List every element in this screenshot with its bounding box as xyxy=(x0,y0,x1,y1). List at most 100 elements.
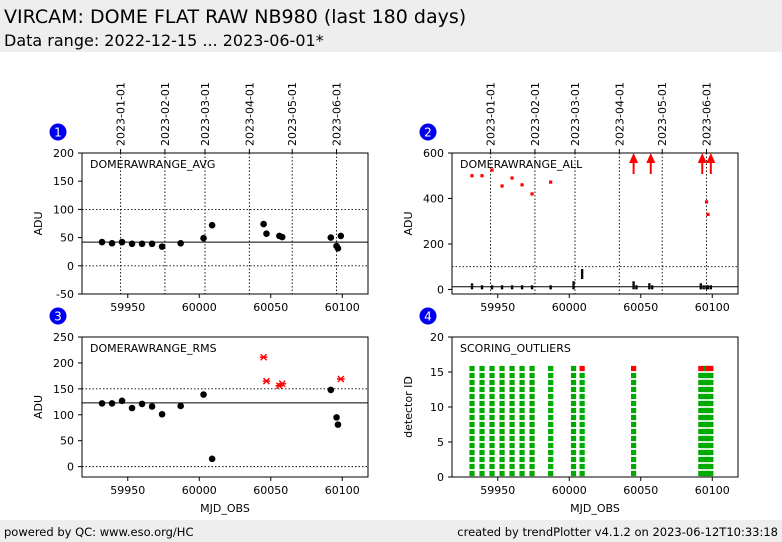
score-cell-ok xyxy=(570,421,577,428)
score-cell-ok xyxy=(701,414,707,421)
score-cell-ok xyxy=(499,435,505,442)
score-cell-ok xyxy=(469,449,475,456)
x-tick-label: 60100 xyxy=(695,484,730,497)
score-cell-ok xyxy=(579,386,585,393)
score-cell-ok xyxy=(579,414,585,421)
score-cell-ok xyxy=(509,379,515,386)
score-cell-ok xyxy=(705,435,711,442)
score-cell-ok xyxy=(489,421,495,428)
score-cell-ok xyxy=(570,456,577,463)
score-cell-ok xyxy=(489,463,495,470)
score-cell-ok xyxy=(479,372,485,379)
y-tick-label: 100 xyxy=(53,409,74,422)
panel-badge xyxy=(49,123,67,141)
data-point-cluster xyxy=(699,287,703,290)
score-cell-ok xyxy=(579,463,585,470)
data-point-cluster xyxy=(648,287,651,290)
y-tick-label: 200 xyxy=(423,238,444,251)
score-cell-ok xyxy=(705,414,711,421)
score-cell-ok xyxy=(499,428,505,435)
date-tick-label: 2023-02-01 xyxy=(159,82,172,146)
date-tick-label: 2023-02-01 xyxy=(529,82,542,146)
score-cell-ok xyxy=(499,393,505,400)
y-tick-label: 250 xyxy=(53,331,74,344)
score-cell-ok xyxy=(529,463,535,470)
score-cell-ok xyxy=(570,393,577,400)
data-point xyxy=(278,233,286,241)
score-cell-ok xyxy=(570,435,577,442)
score-cell-ok xyxy=(469,372,475,379)
score-cell-ok xyxy=(519,463,525,470)
off-scale-arrow-head xyxy=(646,153,656,163)
score-cell-ok xyxy=(489,393,495,400)
x-tick-label: 60100 xyxy=(695,301,730,314)
score-cell-ok xyxy=(708,470,714,477)
plot-frame xyxy=(451,336,739,478)
panel-badge-number: 3 xyxy=(54,310,62,324)
data-point xyxy=(260,220,267,228)
data-point-cluster xyxy=(470,287,474,290)
score-cell-ok xyxy=(548,428,554,435)
score-cell-ok xyxy=(570,379,577,386)
score-cell-ok xyxy=(479,449,485,456)
score-cell-ok xyxy=(698,372,704,379)
outlier-point xyxy=(500,184,504,188)
score-cell-ok xyxy=(489,414,495,421)
panel-label: DOMERAWRANGE_AVG xyxy=(90,158,215,171)
score-cell-ok xyxy=(469,414,475,421)
score-cell-ok xyxy=(469,365,475,372)
score-cell-ok xyxy=(570,400,577,407)
data-point-cluster xyxy=(572,283,575,286)
chart-panel-4: 4 59950 60000 60050 60100 0 5 10 15 20 detector ID… xyxy=(402,307,739,515)
x-tick-label: 60100 xyxy=(325,301,360,314)
score-cell-ok xyxy=(479,414,485,421)
date-tick-label: 2023-04-01 xyxy=(243,82,256,146)
plot-frame xyxy=(81,152,369,295)
score-cell-ok xyxy=(705,456,711,463)
score-cell-outlier xyxy=(701,365,707,372)
score-cell-ok xyxy=(701,372,707,379)
score-cell-ok xyxy=(579,442,585,449)
score-cell-outlier xyxy=(698,365,704,372)
score-cell-ok xyxy=(469,456,475,463)
y-tick-label: 50 xyxy=(60,435,74,448)
score-cell-ok xyxy=(570,386,577,393)
score-cell-ok xyxy=(509,442,515,449)
score-cell-ok xyxy=(519,456,525,463)
data-point xyxy=(148,240,156,248)
score-cell-ok xyxy=(631,470,637,477)
score-cell-ok xyxy=(509,449,515,456)
panel-label: DOMERAWRANGE_RMS xyxy=(90,342,217,355)
score-cell-ok xyxy=(701,379,707,386)
score-cell-ok xyxy=(519,470,525,477)
score-cell-ok xyxy=(701,435,707,442)
data-point-cluster xyxy=(702,285,705,288)
score-cell-ok xyxy=(479,463,485,470)
score-cell-ok xyxy=(579,372,585,379)
score-cell-ok xyxy=(631,449,637,456)
x-tick-label: 60000 xyxy=(552,301,587,314)
data-point xyxy=(208,455,216,463)
x-axis-label: MJD_OBS xyxy=(200,502,250,515)
score-cell-ok xyxy=(529,442,535,449)
page-title: VIRCAM: DOME FLAT RAW NB980 (last 180 da… xyxy=(4,6,467,28)
footer-created: created by trendPlotter v4.1.2 on 2023-0… xyxy=(457,525,778,539)
score-cell-ok xyxy=(631,414,637,421)
data-point-cluster xyxy=(651,285,654,288)
score-cell-ok xyxy=(579,379,585,386)
score-cell-ok xyxy=(705,393,711,400)
score-cell-ok xyxy=(529,393,535,400)
score-cell-ok xyxy=(509,421,515,428)
score-cell-ok xyxy=(548,400,554,407)
score-cell-ok xyxy=(708,400,714,407)
score-cell-ok xyxy=(570,428,577,435)
score-cell-ok xyxy=(469,379,475,386)
score-cell-ok xyxy=(499,463,505,470)
score-cell-ok xyxy=(631,428,637,435)
chart-panel-1: 1 2023-01-01 2023-02-01 2023-03-01 2023-04-0… xyxy=(32,82,369,314)
score-cell-ok xyxy=(499,421,505,428)
score-cell-ok xyxy=(489,400,495,407)
data-point xyxy=(98,238,106,246)
score-cell-ok xyxy=(489,435,495,442)
data-point xyxy=(200,391,207,398)
